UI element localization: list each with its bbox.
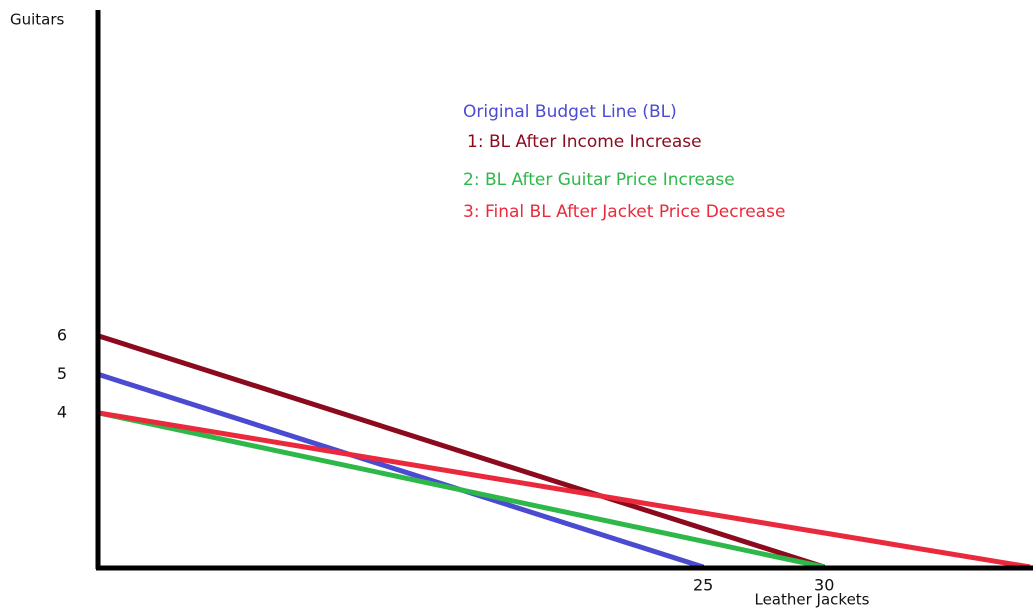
y-tick-label: 6 xyxy=(57,325,67,344)
y-tick-label: 5 xyxy=(57,364,67,383)
x-tick-label: 25 xyxy=(693,576,713,595)
legend-entry: 3: Final BL After Jacket Price Decrease xyxy=(463,202,785,222)
budget-line xyxy=(97,410,1031,570)
y-tick-label: 4 xyxy=(57,402,67,421)
legend-entry: 1: BL After Income Increase xyxy=(467,132,702,152)
y-axis-label: Guitars xyxy=(10,11,65,29)
x-tick-label: 30 xyxy=(814,576,834,595)
budget-line xyxy=(97,410,825,570)
budget-line xyxy=(97,333,825,570)
legend-entry: 2: BL After Guitar Price Increase xyxy=(463,170,735,190)
plot xyxy=(97,333,1031,570)
x-axis-label: Leather Jackets xyxy=(754,591,869,609)
budget-line xyxy=(97,371,704,570)
legend-entry: Original Budget Line (BL) xyxy=(463,102,677,122)
